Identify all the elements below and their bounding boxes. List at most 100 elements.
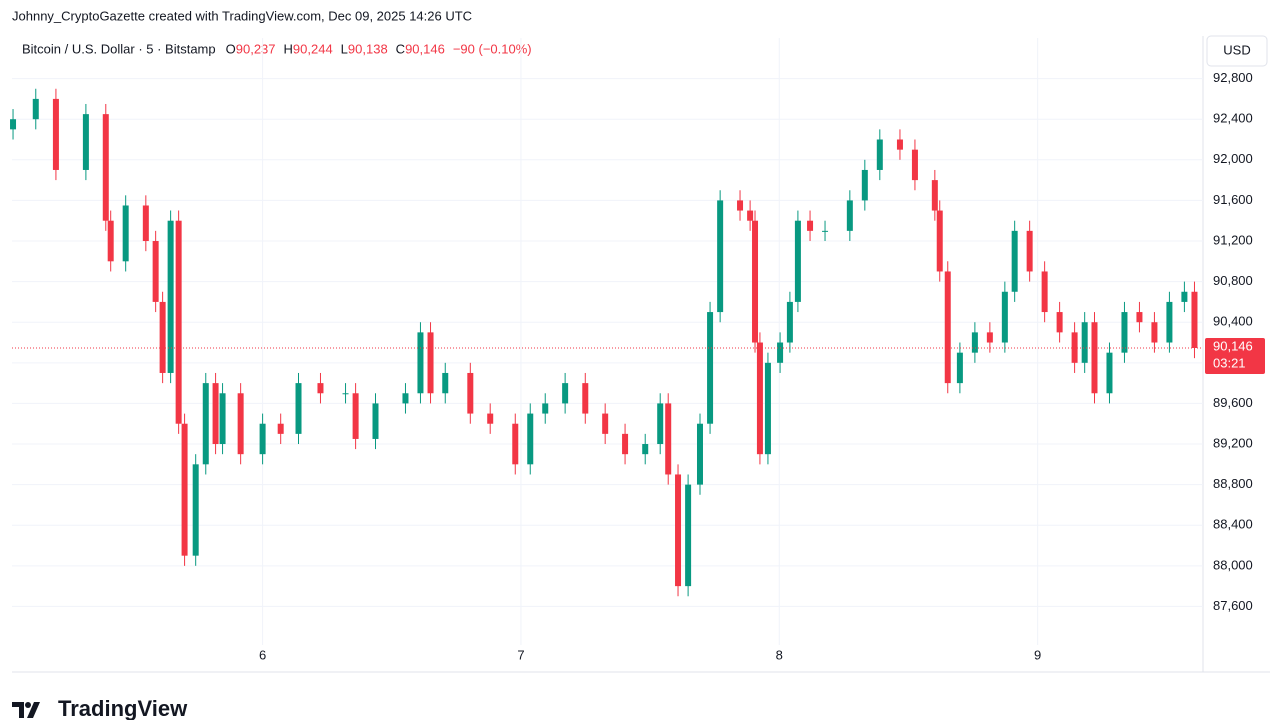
candle-body bbox=[402, 393, 409, 404]
y-tick-label: 89,600 bbox=[1213, 395, 1253, 410]
candle-body bbox=[1151, 322, 1158, 343]
candle-body bbox=[1011, 230, 1018, 292]
candle-body bbox=[372, 403, 379, 439]
candle-body bbox=[911, 149, 918, 181]
ohlc-value: 90,244 bbox=[293, 41, 333, 56]
candle-body bbox=[342, 393, 349, 395]
candle-body bbox=[192, 464, 199, 556]
currency-button[interactable] bbox=[1206, 35, 1268, 67]
candle-body bbox=[1136, 312, 1143, 323]
x-tick-label: 8 bbox=[776, 647, 783, 662]
candle-body bbox=[277, 423, 284, 434]
y-tick-label: 92,400 bbox=[1213, 111, 1253, 126]
candle-body bbox=[602, 413, 609, 434]
candle-body bbox=[807, 220, 814, 231]
candle-body bbox=[846, 200, 853, 231]
candle-body bbox=[971, 332, 978, 353]
candle-body bbox=[417, 332, 424, 394]
candle-body bbox=[696, 423, 703, 485]
candle-body bbox=[876, 139, 883, 170]
candle-body bbox=[675, 474, 682, 587]
candle-body bbox=[582, 383, 589, 414]
ohlc-key: H bbox=[284, 41, 293, 56]
candle-body bbox=[756, 342, 763, 455]
candle-body bbox=[622, 433, 629, 455]
candle-body bbox=[527, 413, 534, 465]
candle-body bbox=[956, 352, 963, 384]
candle-body bbox=[542, 403, 549, 414]
candle-body bbox=[181, 423, 188, 556]
ohlc-key: C bbox=[396, 41, 405, 56]
candle-body bbox=[685, 484, 692, 587]
last-price-label: 90,146 bbox=[1213, 338, 1253, 353]
symbol: Bitcoin / U.S. Dollar · 5 · Bitstamp bbox=[22, 41, 216, 56]
candle-body bbox=[861, 169, 868, 201]
candle-body bbox=[427, 332, 434, 394]
candle-body bbox=[1121, 312, 1128, 353]
candle-body bbox=[944, 271, 951, 384]
candle-body bbox=[936, 210, 943, 272]
brand: TradingView bbox=[58, 696, 188, 720]
candle-body bbox=[707, 312, 714, 424]
y-tick-label: 90,800 bbox=[1213, 273, 1253, 288]
candle-body bbox=[1091, 322, 1098, 394]
candle-body bbox=[175, 220, 182, 424]
candle-body bbox=[1026, 230, 1033, 272]
ohlc-value: 90,138 bbox=[348, 41, 388, 56]
countdown: 03:21 bbox=[1213, 355, 1246, 370]
candle-body bbox=[822, 230, 829, 232]
candle-body bbox=[764, 362, 771, 455]
candle-body bbox=[32, 98, 39, 120]
candle-body bbox=[212, 383, 219, 445]
candle-body bbox=[896, 139, 903, 150]
candle-body bbox=[794, 220, 801, 302]
candle-body bbox=[777, 342, 784, 363]
x-tick-label: 6 bbox=[259, 647, 266, 662]
candle-body bbox=[352, 393, 359, 439]
candle-body bbox=[167, 220, 174, 373]
ohlc-value: 90,237 bbox=[236, 41, 276, 56]
candle-body bbox=[202, 383, 209, 465]
candle-body bbox=[10, 119, 17, 130]
candle-body bbox=[219, 393, 226, 445]
y-tick-label: 91,200 bbox=[1213, 232, 1253, 247]
candle-body bbox=[657, 403, 664, 445]
y-tick-label: 88,400 bbox=[1213, 517, 1253, 532]
ohlc-value: 90,146 bbox=[405, 41, 445, 56]
candle-body bbox=[152, 241, 159, 302]
candle-body bbox=[467, 372, 474, 414]
candle-body bbox=[1001, 291, 1008, 343]
candle-body bbox=[487, 413, 494, 424]
x-tick-label: 9 bbox=[1034, 647, 1041, 662]
candle-body bbox=[317, 383, 324, 394]
change: −90 (−0.10%) bbox=[453, 41, 532, 56]
candle-body bbox=[1056, 312, 1063, 333]
y-tick-label: 91,600 bbox=[1213, 192, 1253, 207]
ohlc-key: O bbox=[226, 41, 236, 56]
candle-body bbox=[237, 393, 244, 455]
candle-body bbox=[442, 372, 449, 394]
candle-body bbox=[665, 403, 672, 475]
currency[interactable]: USD bbox=[1223, 42, 1250, 57]
candle-body bbox=[752, 220, 759, 343]
candle-body bbox=[295, 383, 302, 434]
y-tick-label: 87,600 bbox=[1213, 598, 1253, 613]
candle-body bbox=[102, 114, 109, 221]
candle-body bbox=[107, 220, 114, 262]
candle-body bbox=[142, 205, 149, 242]
credit: Johnny_CryptoGazette created with Tradin… bbox=[12, 8, 472, 23]
candle-body bbox=[52, 98, 59, 170]
candle-body bbox=[1181, 291, 1188, 302]
candle-body bbox=[1041, 271, 1048, 313]
candle-body bbox=[82, 114, 89, 170]
y-tick-label: 88,800 bbox=[1213, 476, 1253, 491]
candle-body bbox=[986, 332, 993, 343]
x-tick-label: 7 bbox=[517, 647, 524, 662]
candle-body bbox=[159, 301, 166, 373]
y-tick-label: 88,000 bbox=[1213, 557, 1253, 572]
y-tick-label: 90,400 bbox=[1213, 314, 1253, 329]
candle-body bbox=[931, 180, 938, 211]
candle-body bbox=[1081, 322, 1088, 363]
